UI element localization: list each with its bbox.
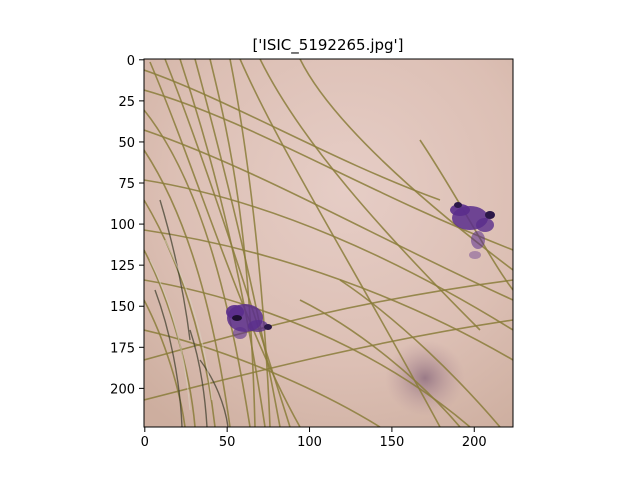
y-axis: 0 25 50 75 100 125 150 175 200 [110,54,144,397]
figure-title: ['ISIC_5192265.jpg'] [252,36,403,55]
x-axis: 0 50 100 150 200 [141,427,487,450]
ink-mark-upper [450,202,495,259]
hair-strands-dark [154,199,229,427]
x-tick-label: 150 [379,435,404,450]
x-tick-label: 100 [297,435,322,450]
hair-strands-light [149,239,213,411]
y-tick-label: 100 [110,218,135,233]
axes-frame [143,58,514,428]
x-tick-label: 0 [141,435,149,450]
y-tick-label: 125 [110,259,135,274]
y-tick-label: 175 [110,341,135,356]
ink-mark-lower [226,304,272,339]
y-tick-label: 50 [118,136,135,151]
y-tick-label: 200 [110,382,135,397]
y-tick-label: 0 [127,54,135,69]
x-tick-label: 200 [462,435,487,450]
y-tick-label: 25 [118,95,135,110]
y-tick-label: 150 [110,300,135,315]
skin-image [144,59,513,427]
y-tick-label: 75 [118,177,135,192]
x-tick-label: 50 [219,435,236,450]
lesion-shadow [385,340,465,416]
